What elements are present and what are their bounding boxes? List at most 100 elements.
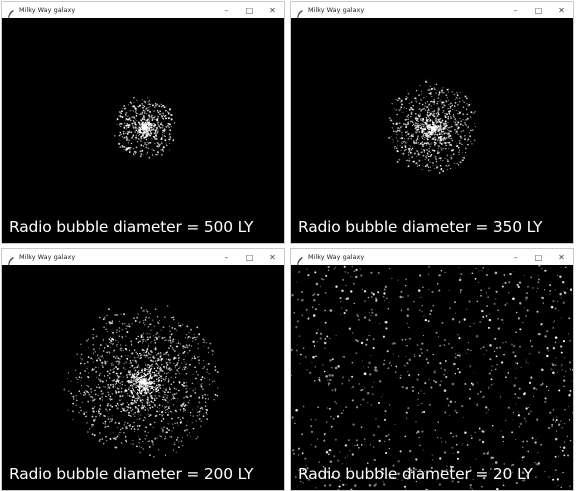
star (118, 327, 121, 329)
title-bar[interactable]: Milky Way galaxy – □ ✕ (2, 2, 284, 20)
star (388, 136, 391, 139)
star (501, 435, 505, 439)
minimize-button[interactable]: – (224, 5, 229, 15)
star (454, 356, 457, 359)
star (469, 325, 471, 328)
star (115, 380, 118, 383)
star (334, 401, 336, 403)
maximize-button[interactable]: □ (534, 5, 543, 15)
star (119, 114, 122, 117)
star (417, 136, 419, 138)
star (410, 111, 413, 114)
close-button[interactable]: ✕ (269, 5, 276, 15)
window-title: Milky Way galaxy (308, 253, 365, 261)
star (124, 124, 127, 127)
star (99, 380, 102, 383)
maximize-button[interactable]: □ (245, 5, 254, 15)
star (162, 370, 164, 372)
star (454, 118, 457, 120)
star (123, 136, 126, 139)
star (430, 466, 433, 469)
title-bar[interactable]: Milky Way galaxy – □ ✕ (2, 249, 284, 267)
star (425, 123, 428, 126)
star (157, 121, 160, 124)
star (147, 352, 150, 355)
star (427, 109, 430, 112)
star (118, 111, 121, 113)
minimize-button[interactable]: – (224, 252, 229, 262)
star (159, 413, 161, 416)
star (95, 366, 97, 369)
title-bar[interactable]: Milky Way galaxy – □ ✕ (291, 2, 573, 20)
star (143, 351, 145, 354)
star (169, 391, 172, 393)
star (384, 285, 388, 289)
star (177, 339, 179, 341)
star (137, 413, 139, 415)
star (147, 432, 149, 434)
window-500ly[interactable]: Milky Way galaxy – □ ✕ Radio bubble diam… (1, 1, 285, 244)
star (141, 121, 144, 124)
star (149, 131, 151, 133)
star (156, 386, 159, 389)
star (552, 418, 555, 420)
star (440, 269, 443, 272)
star (351, 453, 354, 456)
star (348, 439, 350, 441)
star (136, 379, 138, 381)
window-200ly[interactable]: Milky Way galaxy – □ ✕ Radio bubble diam… (1, 248, 285, 491)
star (429, 136, 431, 139)
minimize-button[interactable]: – (513, 252, 518, 262)
star (411, 113, 413, 115)
star (143, 416, 146, 419)
star (306, 369, 308, 371)
star (315, 332, 318, 335)
star (548, 426, 551, 430)
star (165, 144, 168, 147)
close-button[interactable]: ✕ (558, 5, 565, 15)
window-20ly[interactable]: Milky Way galaxy – □ ✕ Radio bubble diam… (290, 248, 574, 491)
close-button[interactable]: ✕ (269, 252, 276, 262)
star (131, 409, 134, 411)
star (538, 278, 540, 281)
star (149, 370, 151, 372)
star (550, 305, 554, 309)
star (495, 355, 498, 358)
minimize-button[interactable]: – (513, 5, 518, 15)
star (161, 124, 164, 127)
star (365, 440, 366, 442)
star (565, 370, 567, 372)
star (154, 352, 156, 353)
star (149, 333, 151, 335)
star (449, 307, 451, 310)
star (129, 373, 131, 376)
star (404, 435, 407, 438)
star (80, 377, 83, 379)
star (469, 365, 472, 368)
star (170, 410, 172, 412)
close-button[interactable]: ✕ (558, 252, 565, 262)
star (437, 145, 439, 147)
maximize-button[interactable]: □ (245, 252, 254, 262)
star (126, 119, 128, 121)
star (102, 318, 105, 321)
star (450, 157, 452, 159)
star (560, 317, 562, 319)
star (436, 126, 438, 129)
star (401, 137, 404, 140)
star (158, 125, 161, 128)
star (454, 132, 457, 134)
star (91, 433, 94, 436)
star (535, 476, 537, 478)
star (141, 342, 143, 344)
maximize-button[interactable]: □ (534, 252, 543, 262)
window-350ly[interactable]: Milky Way galaxy – □ ✕ Radio bubble diam… (290, 1, 574, 244)
star (172, 449, 174, 450)
star (105, 435, 107, 438)
star (322, 364, 324, 366)
star (194, 357, 196, 360)
star (345, 309, 348, 312)
star (171, 393, 174, 396)
title-bar[interactable]: Milky Way galaxy – □ ✕ (291, 249, 573, 267)
star (183, 384, 185, 386)
